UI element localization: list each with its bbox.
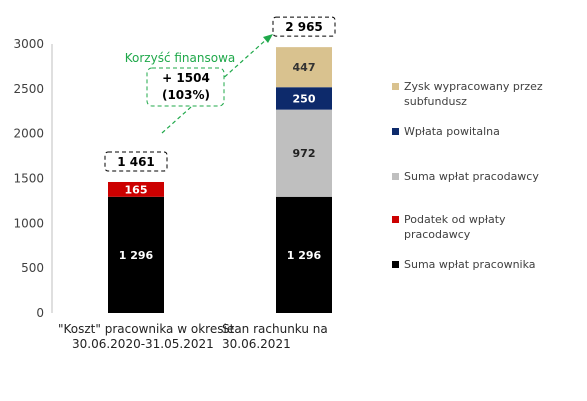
y-tick-label-4: 2000 (13, 127, 44, 141)
bar-segment-1-2 (276, 109, 332, 197)
data-label-1-0: 1 296 (287, 249, 322, 262)
legend-swatch-podatek (392, 216, 399, 223)
bar-segment-1-3 (276, 87, 332, 110)
legend-label-wplaty-pracownika: Suma wpłat pracownika (404, 258, 536, 271)
bar-segment-1-4 (276, 47, 332, 88)
total-box-0 (104, 151, 168, 172)
benefit-callout-percent: (103%) (162, 88, 210, 102)
x-category-label-2: Stan rachunku na 30.06.2021 (222, 322, 392, 352)
legend-item-podatek: Podatek od wpłaty pracodawcy (392, 212, 582, 244)
legend-swatch-wplaty-pracodawcy (392, 173, 399, 180)
total-label-0: 1 461 (117, 155, 155, 169)
total-label-1: 2 965 (285, 20, 323, 34)
bar-segment-0-1 (108, 181, 164, 197)
x-category-label-1-line-2: 30.06.2020-31.05.2021 (72, 337, 214, 351)
y-tick-label-1: 500 (21, 261, 44, 275)
x-category-label-2-line-1: Stan rachunku na 30.06.2021 (222, 322, 328, 351)
legend-label-wplaty-pracodawcy: Suma wpłat pracodawcy (404, 170, 539, 183)
y-tick-label-3: 1500 (13, 172, 44, 186)
legend-label-podatek: Podatek od wpłaty pracodawcy (404, 213, 506, 241)
y-tick-label-5: 2500 (13, 82, 44, 96)
legend-item-zysk: Zysk wypracowany przez subfundusz (392, 79, 582, 111)
x-category-label-1-line-1: "Koszt" pracownika w okresie (58, 322, 235, 336)
legend-label-wplata-powitalna: Wpłata powitalna (404, 125, 500, 138)
legend-item-wplaty-pracownika: Suma wpłat pracownika (392, 257, 582, 273)
legend: Zysk wypracowany przez subfundusz Wpłata… (392, 0, 582, 300)
y-tick-label-0: 0 (36, 306, 44, 320)
benefit-callout-title: Korzyść finansowa (125, 51, 236, 65)
data-label-1-4: 447 (293, 61, 316, 74)
x-category-label-1: "Koszt" pracownika w okresie 30.06.2020-… (58, 322, 248, 352)
data-label-0-0: 1 296 (119, 249, 154, 262)
legend-swatch-wplata-powitalna (392, 128, 399, 135)
benefit-arrow-head (263, 34, 273, 43)
legend-swatch-zysk (392, 83, 399, 90)
legend-swatch-wplaty-pracownika (392, 261, 399, 268)
benefit-callout-value: + 1504 (162, 71, 210, 85)
data-label-1-3: 250 (293, 92, 316, 105)
legend-item-wplata-powitalna: Wpłata powitalna (392, 124, 582, 140)
benefit-callout-box (146, 67, 225, 107)
total-box-1 (272, 16, 336, 37)
legend-label-zysk: Zysk wypracowany przez subfundusz (404, 80, 543, 108)
data-label-0-1: 165 (125, 183, 148, 196)
bar-segment-0-0 (108, 196, 164, 313)
y-tick-label-2: 1000 (13, 216, 44, 230)
legend-item-wplaty-pracodawcy: Suma wpłat pracodawcy (392, 169, 582, 185)
bar-segment-1-0 (276, 196, 332, 313)
y-tick-label-6: 3000 (13, 37, 44, 51)
data-label-1-2: 972 (293, 147, 316, 160)
